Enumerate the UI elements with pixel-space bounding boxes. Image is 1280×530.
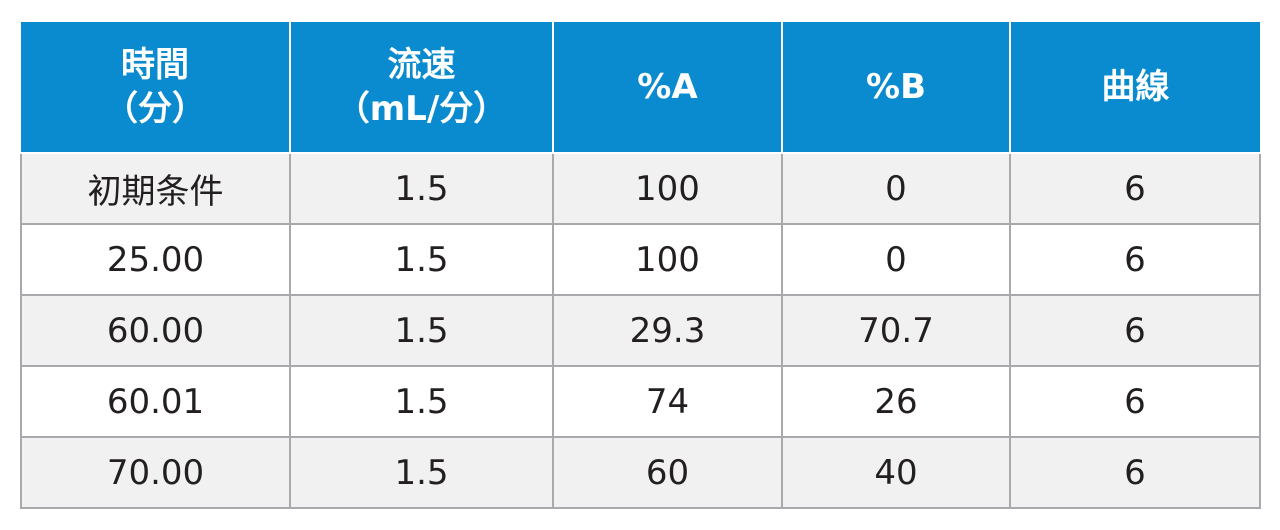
header-percent-b: %B xyxy=(781,22,1011,154)
cell-percent-b: 26 xyxy=(781,365,1011,438)
header-flow-rate-label: 流速 xyxy=(387,45,456,85)
cell-flow-rate: 1.5 xyxy=(289,294,554,367)
cell-curve: 6 xyxy=(1009,436,1261,509)
header-row: 時間 （分） 流速 （mL/分） %A %B 曲線 xyxy=(21,22,1260,154)
header-time-label: 時間 xyxy=(121,45,189,85)
header-curve-label: 曲線 xyxy=(1101,67,1170,107)
header-curve: 曲線 xyxy=(1009,22,1260,154)
cell-percent-a: 100 xyxy=(552,152,783,225)
cell-time: 60.00 xyxy=(20,294,291,367)
cell-time: 70.00 xyxy=(20,436,291,509)
cell-percent-b: 40 xyxy=(781,436,1011,509)
table-row: 60.01 1.5 74 26 6 xyxy=(20,365,1261,438)
gradient-table: 時間 （分） 流速 （mL/分） %A %B 曲線 初期条件 1.5 100 0… xyxy=(20,22,1261,509)
cell-percent-b: 0 xyxy=(781,223,1011,296)
header-flow-rate-unit: （mL/分） xyxy=(335,89,508,129)
cell-percent-b: 0 xyxy=(781,152,1011,225)
cell-time: 初期条件 xyxy=(20,152,291,225)
table-row: 25.00 1.5 100 0 6 xyxy=(20,223,1261,296)
cell-flow-rate: 1.5 xyxy=(289,436,554,509)
cell-time: 60.01 xyxy=(20,365,291,438)
cell-flow-rate: 1.5 xyxy=(289,365,554,438)
header-percent-b-label: %B xyxy=(866,67,926,107)
cell-curve: 6 xyxy=(1009,365,1261,438)
table-row: 70.00 1.5 60 40 6 xyxy=(20,436,1261,509)
table-row: 60.00 1.5 29.3 70.7 6 xyxy=(20,294,1261,367)
header-percent-a-label: %A xyxy=(637,67,698,107)
cell-flow-rate: 1.5 xyxy=(289,223,554,296)
table-row: 初期条件 1.5 100 0 6 xyxy=(20,152,1261,225)
cell-curve: 6 xyxy=(1009,152,1261,225)
cell-time: 25.00 xyxy=(20,223,291,296)
header-time: 時間 （分） xyxy=(21,22,291,154)
table-body: 初期条件 1.5 100 0 6 25.00 1.5 100 0 6 60.00… xyxy=(20,152,1261,509)
cell-flow-rate: 1.5 xyxy=(289,152,554,225)
cell-percent-a: 60 xyxy=(552,436,783,509)
cell-percent-b: 70.7 xyxy=(781,294,1011,367)
header-flow-rate: 流速 （mL/分） xyxy=(289,22,554,154)
cell-percent-a: 29.3 xyxy=(552,294,783,367)
cell-curve: 6 xyxy=(1009,223,1261,296)
header-percent-a: %A xyxy=(552,22,783,154)
table-header: 時間 （分） 流速 （mL/分） %A %B 曲線 xyxy=(21,22,1260,154)
cell-curve: 6 xyxy=(1009,294,1261,367)
cell-percent-a: 74 xyxy=(552,365,783,438)
header-time-unit: （分） xyxy=(104,89,206,129)
cell-percent-a: 100 xyxy=(552,223,783,296)
